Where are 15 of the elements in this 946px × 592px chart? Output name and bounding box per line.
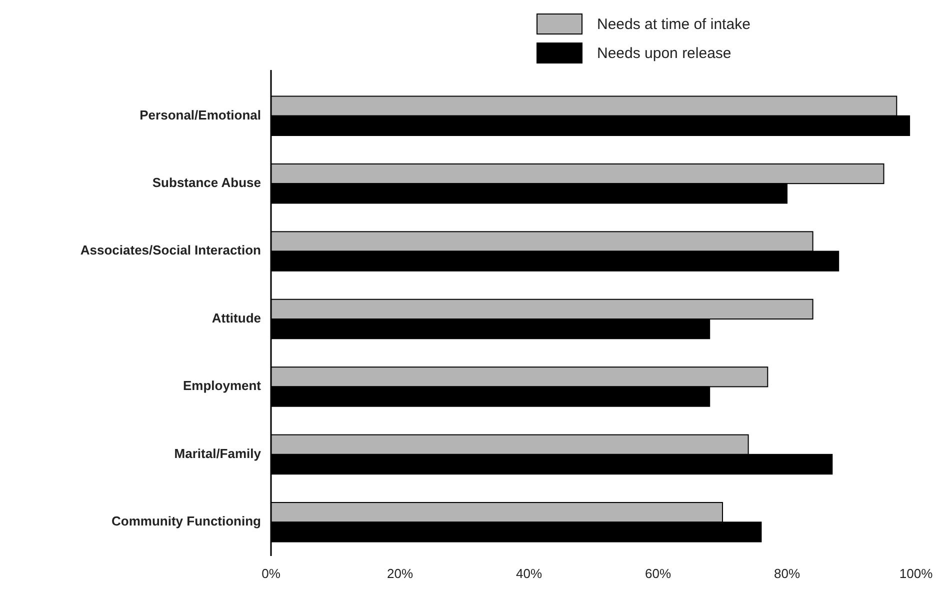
y-tick-label: Marital/Family [174, 446, 262, 461]
legend-label: Needs upon release [597, 44, 732, 62]
x-tick-label: 80% [774, 566, 800, 581]
legend-label: Needs at time of intake [597, 16, 750, 33]
x-tick-label: 0% [262, 566, 281, 581]
y-tick-label: Attitude [212, 310, 261, 326]
y-tick-label: Employment [182, 378, 262, 394]
y-tick-label: Community Functioning [112, 514, 262, 529]
x-tick-label: 60% [644, 566, 672, 581]
y-tick-label: Associates/Social Interaction [80, 242, 262, 258]
y-tick-label: Substance Abuse [152, 175, 261, 190]
x-tick-label: 20% [386, 566, 414, 581]
y-tick-label: Personal/Emotional [140, 107, 261, 122]
x-tick-label: 100% [899, 566, 934, 581]
x-tick-label: 40% [516, 566, 542, 581]
